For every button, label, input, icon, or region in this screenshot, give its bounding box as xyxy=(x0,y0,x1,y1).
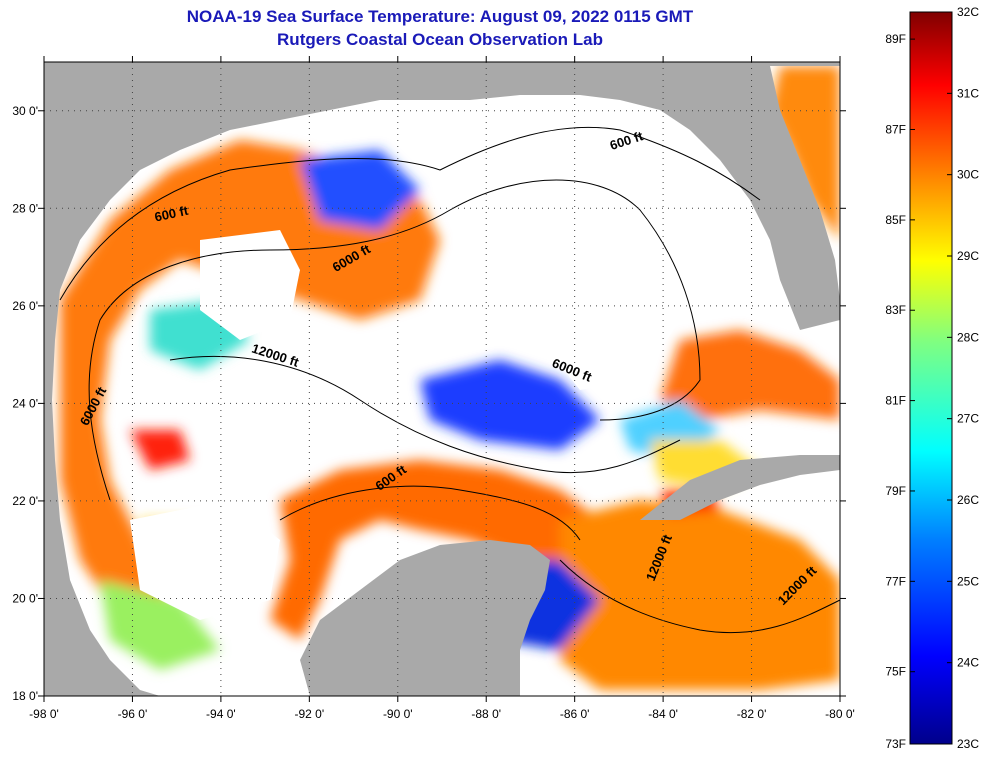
fahrenheit-tick-label: 79F xyxy=(885,484,906,498)
sst-cool-blue-1 xyxy=(300,150,420,230)
contour-12000ft xyxy=(169,355,681,474)
y-tick-label: 20 0' xyxy=(12,591,38,605)
x-tick-label: -92 0' xyxy=(295,707,325,721)
contour-label-1: 600 ft xyxy=(153,203,190,225)
fahrenheit-tick-label: 89F xyxy=(885,32,906,46)
contour-6000ft-west xyxy=(88,179,701,501)
celsius-tick-label: 30C xyxy=(957,168,979,182)
x-tick-label: -86 0' xyxy=(560,707,590,721)
cloud-east-mid xyxy=(540,260,680,390)
colorbar-ticks: 32C 31C 30C 29C 28C 27C 26C 25C 24C 23C 89F 87F 85F 8… xyxy=(885,5,979,751)
fahrenheit-tick-label: 85F xyxy=(885,213,906,227)
celsius-tick-label: 28C xyxy=(957,330,979,344)
fahrenheit-tick-label: 83F xyxy=(885,303,906,317)
sst-warm-florida xyxy=(770,66,840,240)
contour-600ft-yucatan xyxy=(279,485,581,541)
map-frame xyxy=(43,61,841,697)
celsius-tick-label: 27C xyxy=(957,412,979,426)
sst-warm-central-band xyxy=(270,460,600,640)
celsius-tick-label: 31C xyxy=(957,86,979,100)
land-cuba xyxy=(640,455,840,520)
x-tick-label: -94 0' xyxy=(206,707,236,721)
land-mexico-texas xyxy=(44,62,840,696)
celsius-tick-label: 29C xyxy=(957,249,979,263)
cloud-central xyxy=(200,230,300,340)
sst-cool-blue-2 xyxy=(420,360,600,450)
sst-warm-west-shelf xyxy=(60,140,440,660)
sst-hot-red-1 xyxy=(130,430,190,470)
fahrenheit-tick-label: 77F xyxy=(885,574,906,588)
fahrenheit-tick-label: 81F xyxy=(885,394,906,408)
y-tick-label: 28 0' xyxy=(12,201,38,215)
celsius-tick-label: 25C xyxy=(957,574,979,588)
x-tick-label: -82 0' xyxy=(737,707,767,721)
celsius-tick-label: 23C xyxy=(957,737,979,751)
land-yucatan xyxy=(300,540,550,696)
fahrenheit-tick-label: 73F xyxy=(885,737,906,751)
axis-ticks: -98 0' -96 0' -94 0' -92 0' -90 0' -88 0' -86 … xyxy=(12,56,855,721)
title-line-2: Rutgers Coastal Ocean Observation Lab xyxy=(277,30,603,49)
y-tick-label: 18 0' xyxy=(12,689,38,703)
contour-caribbean xyxy=(559,559,841,634)
land xyxy=(44,62,840,696)
x-tick-label: -96 0' xyxy=(118,707,148,721)
fahrenheit-tick-label: 75F xyxy=(885,665,906,679)
celsius-tick-label: 26C xyxy=(957,493,979,507)
sst-warm-caribbean xyxy=(560,500,840,690)
x-tick-label: -88 0' xyxy=(471,707,501,721)
y-tick-label: 22 0' xyxy=(12,494,38,508)
x-tick-label: -84 0' xyxy=(648,707,678,721)
celsius-tick-label: 24C xyxy=(957,656,979,670)
x-tick-label: -98 0' xyxy=(29,707,59,721)
y-tick-label: 24 0' xyxy=(12,396,38,410)
fahrenheit-tick-label: 87F xyxy=(885,122,906,136)
sst-mid-green-1 xyxy=(100,580,220,670)
bathymetry-contours xyxy=(59,126,841,634)
title-line-1: NOAA-19 Sea Surface Temperature: August … xyxy=(186,7,694,26)
cloud-west-mid xyxy=(230,370,320,450)
colorbar-ramp xyxy=(909,11,953,745)
cloud-south-central xyxy=(130,500,280,620)
contour-600ft-north xyxy=(59,126,761,301)
y-tick-label: 30 0' xyxy=(12,104,38,118)
x-tick-label: -80 0' xyxy=(825,707,855,721)
y-tick-label: 26 0' xyxy=(12,299,38,313)
cloud-mask xyxy=(130,100,720,620)
x-tick-label: -90 0' xyxy=(383,707,413,721)
celsius-tick-label: 32C xyxy=(957,5,979,19)
sst-warm-keys xyxy=(660,330,840,420)
